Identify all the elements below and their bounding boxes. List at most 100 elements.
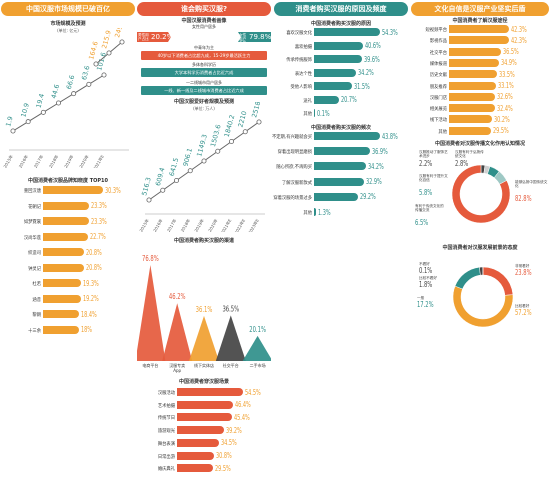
- market-chart-unit: (单位: 亿元): [57, 28, 79, 33]
- x-tick-label: 2016年: [17, 154, 29, 169]
- x-tick-label: 2019年: [193, 218, 205, 233]
- data-label: 10.9: [19, 102, 30, 118]
- bar-category-label: 织造司: [28, 251, 41, 256]
- spread-donut-chart: 汉服推动了服饰艺术进步 2.2% 汉服有利于弘扬传统文化 2.8% 汉服有利于提升文化自…: [411, 146, 549, 238]
- spike-value-label: 36.5%: [222, 304, 239, 313]
- data-label: 1503.6: [209, 124, 223, 148]
- x-tick-label: 2021年E: [91, 153, 105, 168]
- bar: [449, 81, 496, 90]
- donut-value-label: 6.5%: [415, 218, 429, 227]
- bar-category-label: 传承传统服饰: [286, 58, 312, 63]
- bar: [314, 208, 316, 216]
- bar-category-label: 日常出游: [157, 454, 175, 460]
- bar-value-label: 34.9%: [500, 58, 517, 68]
- female-percent: 79.8%: [249, 33, 272, 41]
- bar-value-label: 20.7%: [341, 95, 357, 104]
- bar: [314, 95, 340, 104]
- scene-bar-chart: 汉服活动 54.5% 艺术拍摄 46.4% 传统节日 45.4% 旅游观光 39.2% 舞台表演…: [137, 386, 271, 481]
- bar-value-label: 32.6%: [497, 92, 513, 102]
- bar-category-label: 艺术拍摄: [157, 403, 175, 409]
- bar-value-label: 30.2%: [493, 114, 510, 124]
- line-segment: [43, 102, 59, 113]
- line-segment: [231, 131, 246, 142]
- column-reasons: 消费者购买汉服的原因及频度 中国消费者购买汉服的原因 喜欢汉服文化 54.3% 喜欢…: [272, 0, 408, 481]
- bar: [314, 55, 363, 63]
- market-chart-title: 市场规模及预测: [50, 21, 86, 27]
- bar: [177, 464, 213, 473]
- data-label: 44.6: [50, 83, 61, 99]
- bar-value-label: 29.2%: [360, 192, 376, 202]
- male-caption: 男性用户占比: [138, 33, 149, 41]
- spike-category-label: App: [173, 368, 181, 373]
- x-tick-label: 2019年: [62, 154, 74, 169]
- bar-category-label: 其他: [303, 211, 312, 216]
- spike-category-label: 线下实体店: [194, 362, 214, 368]
- bar-category-label: 十三余: [28, 328, 41, 334]
- bar: [314, 82, 353, 90]
- x-tick-label: 2017年: [165, 218, 177, 233]
- bar-value-label: 30.3%: [105, 185, 121, 195]
- bar-value-label: 29.5%: [492, 126, 509, 136]
- young-title: 中青年为主: [194, 45, 214, 50]
- bar: [177, 438, 219, 447]
- bar: [449, 58, 499, 67]
- line-segment: [58, 93, 74, 104]
- freq-chart-title: 中国消费者购买汉服的频次: [310, 125, 371, 131]
- spike-value-label: 20.1%: [249, 325, 266, 334]
- spread-chart-title: 中国消费者对汉服传播文化作用认知情况: [434, 141, 525, 147]
- bar-category-label: 朋友推荐: [429, 84, 447, 90]
- bar-value-label: 42.3%: [511, 35, 527, 45]
- line-segment: [88, 74, 105, 85]
- bar: [314, 147, 370, 156]
- data-point: [242, 129, 248, 135]
- donut-category-label: 汉服有利于提升文化自信: [419, 174, 448, 183]
- bar-value-label: 19.3%: [83, 278, 99, 288]
- section-header: 中国汉服市场规模已破百亿: [1, 2, 135, 16]
- bar: [314, 109, 315, 117]
- bar: [449, 36, 509, 45]
- bar-category-label: 喜欢汉服文化: [286, 31, 312, 36]
- bar-category-label: 花朝记: [28, 204, 41, 210]
- bar-category-label: 舞台表演: [157, 441, 175, 447]
- donut-slice: [482, 266, 514, 296]
- bar: [43, 248, 85, 256]
- section-header: 文化自信是汉服产业坚实后盾: [411, 2, 549, 16]
- bar: [449, 25, 509, 33]
- spike: [162, 303, 193, 361]
- bar-category-label: 穿着出现明显磨损: [277, 150, 312, 156]
- reason-bar-chart: 喜欢汉服文化 54.3% 喜欢拍摄 40.6% 传承传统服饰 39.6% 表达个性 34.2%…: [274, 26, 408, 126]
- bar: [177, 400, 234, 409]
- bar-category-label: 媒体报道: [429, 61, 447, 67]
- spike-category-label: 二手市场: [250, 362, 266, 368]
- spike: [137, 265, 166, 361]
- donut-value-label: 17.2%: [417, 300, 434, 309]
- x-tick-label: 2020年: [206, 218, 218, 233]
- line-segment: [176, 170, 191, 181]
- bar-category-label: 受他人影响: [290, 85, 312, 90]
- spike-category-label: 社交平台: [223, 362, 239, 368]
- donut-category-label: 不看好: [419, 262, 430, 266]
- donut-category-label: 一般: [417, 296, 425, 300]
- data-point: [229, 139, 235, 145]
- future-chart-title: 中国消费者对汉服发展前景的态度: [442, 245, 518, 251]
- bar-category-label: 黎朗: [32, 313, 41, 318]
- data-label: 641.5: [168, 157, 181, 177]
- x-tick-label: 2018年: [179, 218, 191, 233]
- data-point: [201, 158, 207, 164]
- line-segment: [162, 180, 177, 191]
- bar-value-label: 40.6%: [365, 41, 382, 50]
- bar-category-label: 社交平台: [429, 50, 447, 56]
- donut-value-label: 2.2%: [419, 159, 433, 168]
- scene-chart-title: 中国消费者穿汉服场景: [178, 379, 229, 385]
- donut-category-label: 非常看好: [515, 264, 530, 268]
- bar: [449, 104, 495, 113]
- spike: [215, 315, 246, 361]
- bar-value-label: 19.2%: [83, 294, 99, 303]
- column-market: 中国汉服市场规模已破百亿 市场规模及预测 (单位: 亿元) 1.9 10.9 19.…: [1, 0, 135, 481]
- donut-value-label: 5.8%: [419, 188, 433, 197]
- bar: [43, 325, 79, 334]
- line-segment: [27, 111, 44, 123]
- donut-category-label: 汉服推动了服饰艺术进步: [419, 150, 448, 159]
